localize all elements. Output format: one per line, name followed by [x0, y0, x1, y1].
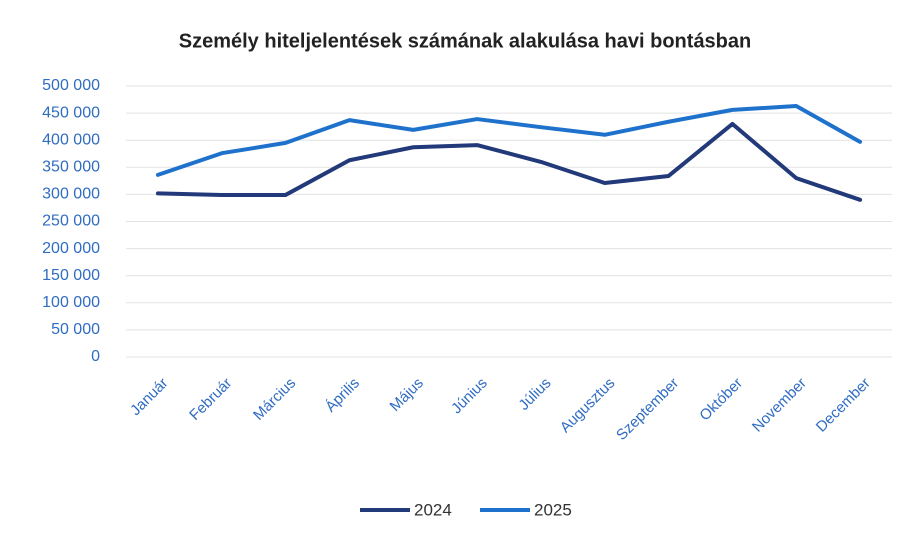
legend-label: 2025 [534, 500, 572, 519]
y-tick-label: 0 [91, 348, 100, 365]
y-tick-label: 250 000 [42, 213, 100, 230]
legend-label: 2024 [414, 500, 452, 519]
y-tick-label: 50 000 [51, 321, 100, 338]
series-line [155, 121, 863, 202]
y-tick-label: 500 000 [42, 77, 100, 94]
y-tick-label: 150 000 [42, 267, 100, 284]
y-tick-label: 300 000 [42, 186, 100, 203]
y-tick-label: 200 000 [42, 240, 100, 257]
y-tick-label: 350 000 [42, 159, 100, 176]
y-tick-label: 450 000 [42, 104, 100, 121]
chart-title: Személy hiteljelentések számának alakulá… [179, 30, 752, 52]
series-line [155, 104, 863, 177]
y-tick-label: 100 000 [42, 294, 100, 311]
y-tick-label: 400 000 [42, 131, 100, 148]
